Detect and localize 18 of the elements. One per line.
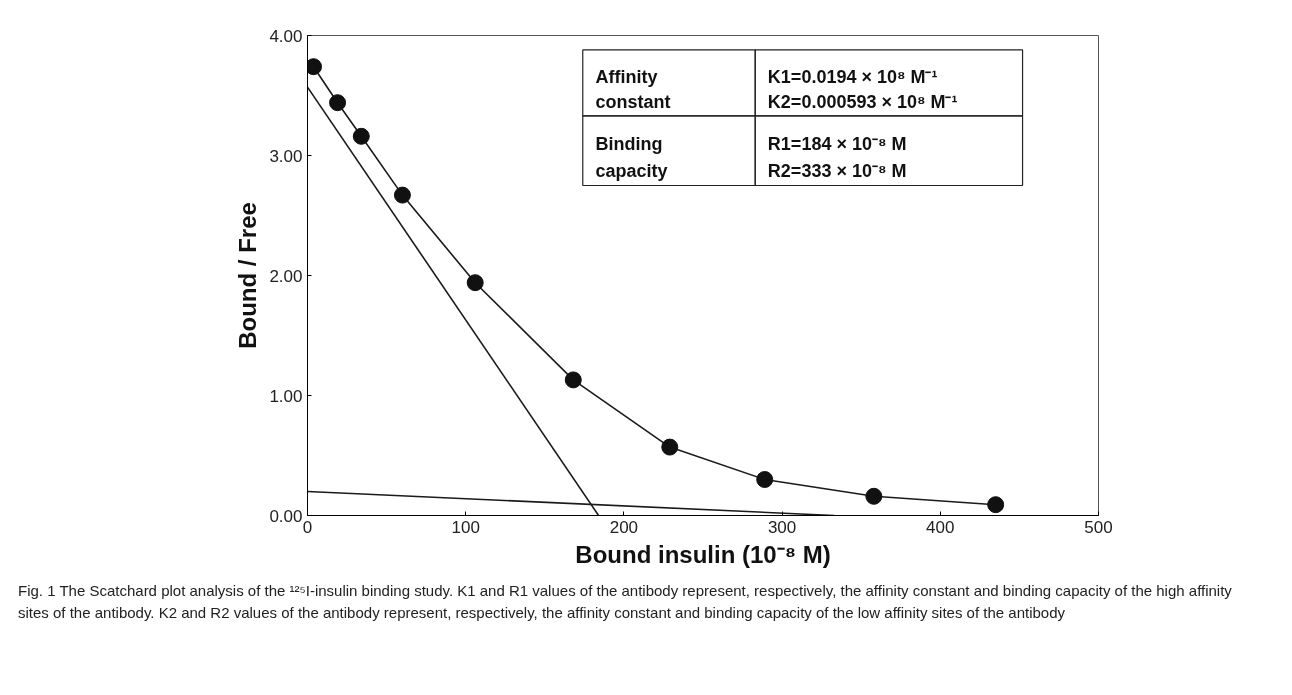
y-axis-title: Bound / Free: [234, 202, 262, 349]
annotation: R1=184 × 10⁻⁸ M R2=333 × 10⁻⁸ M: [767, 134, 907, 181]
annotation: K1=0.0194 × 10⁸ M⁻¹ K2=0.000593 × 10⁸ M⁻¹: [767, 66, 958, 112]
x-tick-label: 100: [451, 517, 480, 537]
x-tick-label: 0: [302, 517, 313, 537]
y-tick-label: 1.00: [269, 386, 303, 406]
y-tick-label: 2.00: [269, 266, 303, 286]
y-tick-label: 0.00: [269, 506, 303, 526]
x-tick-label: 200: [609, 517, 639, 537]
y-tick-label: 4.00: [269, 26, 303, 46]
x-axis-title: Bound insulin (10⁻⁸ M): [575, 540, 831, 568]
caption: Fig. 1 The Scatchard plot analysis of the ¹²⁵I-insulin binding study. K1 and R1 values of the antibody represent, respectively, the affinity constant and binding capacity of the high affinity sites of the antibody. K2 and R2 values of the antibody represent, respectively, the affinity constant and binding capacity of the low affinity sites of the antibody: [18, 581, 1233, 623]
annotation: Affinity constant: [595, 66, 671, 112]
annotation: Binding capacity: [595, 134, 668, 181]
x-tick-label: 300: [767, 517, 797, 537]
y-tick-label: 3.00: [269, 146, 303, 166]
x-tick-label: 500: [1084, 517, 1113, 537]
x-tick-label: 400: [926, 517, 955, 537]
